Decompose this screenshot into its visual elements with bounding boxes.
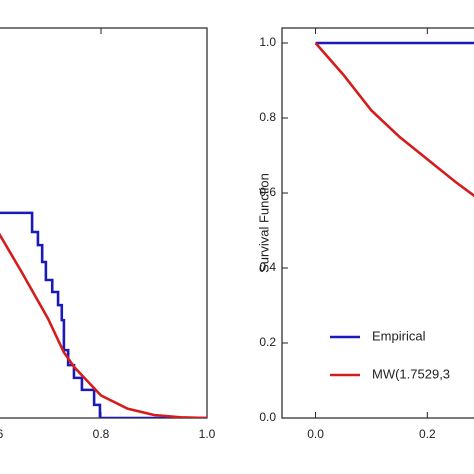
series-line [314, 42, 474, 198]
legend-label: MW(1.7529,3 [372, 366, 450, 381]
plot-frame [0, 27, 208, 419]
chart: 0.6 0.8 1.0 [0, 27, 216, 441]
series-line [0, 211, 207, 418]
y-axis-label: Survival Function [256, 173, 271, 273]
y-tick-label: 0.6 [259, 185, 276, 199]
x-tick-label: 0.0 [307, 427, 324, 441]
x-tick-label: 0.6 [0, 427, 4, 441]
chart: 0.0 0.2 0.0 0.2 0.4 0.6 0.8 1.0 Survival Functio… [256, 27, 474, 441]
y-tick-label: 0.2 [259, 335, 276, 349]
legend-label: Empirical [372, 328, 426, 343]
series-line [0, 232, 207, 418]
y-tick-label: 1.0 [259, 35, 276, 49]
y-tick-label: 0.8 [259, 110, 276, 124]
x-tick-label: 0.2 [419, 427, 436, 441]
y-tick-label: 0.4 [259, 260, 276, 274]
y-tick-label: 0.0 [259, 410, 276, 424]
plot-frame [281, 27, 474, 419]
x-tick-label: 0.8 [93, 427, 110, 441]
x-tick-label: 1.0 [199, 427, 216, 441]
